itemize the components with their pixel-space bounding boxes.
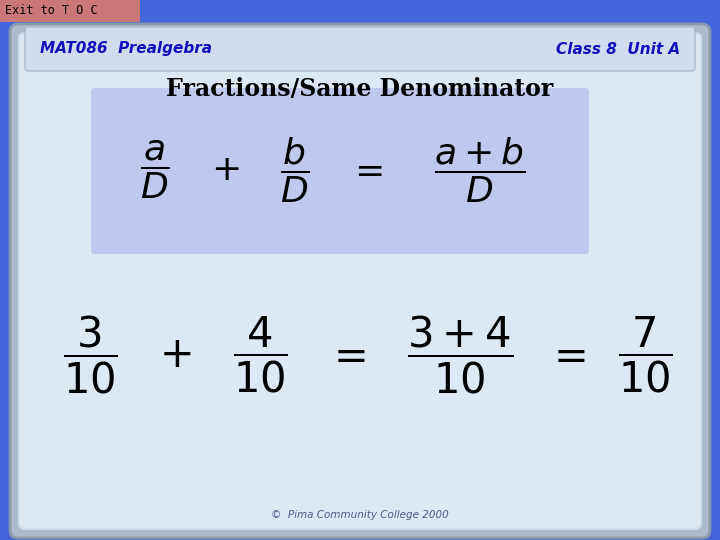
FancyBboxPatch shape xyxy=(91,88,589,254)
Text: Class 8  Unit A: Class 8 Unit A xyxy=(556,42,680,57)
FancyBboxPatch shape xyxy=(10,24,710,538)
FancyBboxPatch shape xyxy=(25,27,695,71)
Text: MAT086  Prealgebra: MAT086 Prealgebra xyxy=(40,42,212,57)
Text: $\dfrac{3+4}{10}$: $\dfrac{3+4}{10}$ xyxy=(407,314,513,396)
Text: Fractions/Same Denominator: Fractions/Same Denominator xyxy=(166,77,554,101)
Text: $+$: $+$ xyxy=(159,334,192,376)
Text: $=$: $=$ xyxy=(347,153,383,187)
Text: $+$: $+$ xyxy=(211,153,239,187)
Text: ©  Pima Community College 2000: © Pima Community College 2000 xyxy=(271,510,449,520)
Text: $\dfrac{b}{D}$: $\dfrac{b}{D}$ xyxy=(280,136,310,205)
Text: $=$: $=$ xyxy=(545,334,585,376)
Text: $\dfrac{4}{10}$: $\dfrac{4}{10}$ xyxy=(233,315,287,395)
Text: Exit to T O C: Exit to T O C xyxy=(5,4,98,17)
Text: $\dfrac{a+b}{D}$: $\dfrac{a+b}{D}$ xyxy=(434,136,526,205)
Text: $\dfrac{a}{D}$: $\dfrac{a}{D}$ xyxy=(140,139,170,201)
Text: $\dfrac{3}{10}$: $\dfrac{3}{10}$ xyxy=(63,314,117,396)
Bar xyxy=(0,0,140,22)
Text: $=$: $=$ xyxy=(325,334,365,376)
Text: $\dfrac{7}{10}$: $\dfrac{7}{10}$ xyxy=(618,315,672,395)
FancyBboxPatch shape xyxy=(19,33,701,529)
